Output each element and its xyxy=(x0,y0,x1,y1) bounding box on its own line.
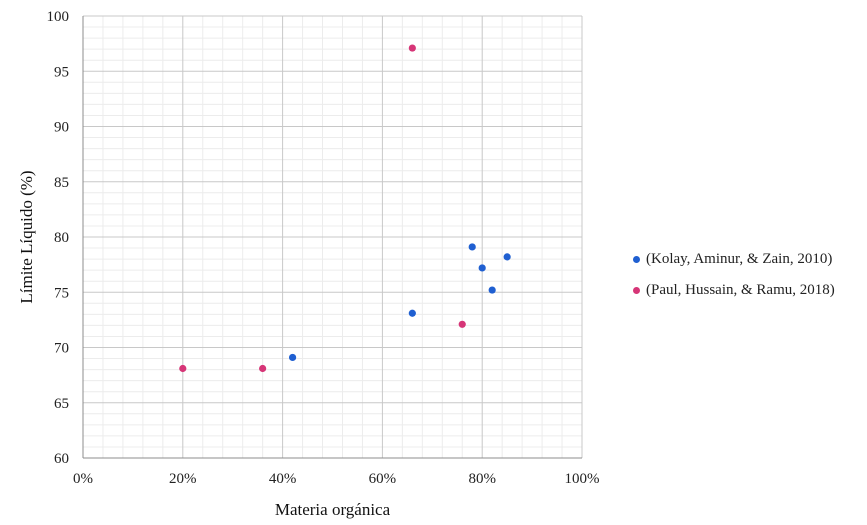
point-kolay xyxy=(408,309,416,317)
y-tick-label: 65 xyxy=(54,396,69,412)
y-axis-ticks: 60 65 70 75 80 85 90 95 100 xyxy=(47,9,70,467)
x-tick-label: 60% xyxy=(369,471,397,487)
x-axis-title: Materia orgánica xyxy=(275,500,391,519)
point-kolay xyxy=(288,353,297,362)
x-tick-label: 0% xyxy=(73,471,93,487)
y-tick-label: 75 xyxy=(54,285,69,301)
point-paul xyxy=(259,364,267,373)
legend-item-kolay: (Kolay, Aminur, & Zain, 2010) xyxy=(633,244,835,275)
y-tick-label: 80 xyxy=(54,230,69,246)
legend-label-paul: (Paul, Hussain, & Ramu, 2018) xyxy=(646,282,835,298)
y-tick-label: 100 xyxy=(47,9,70,25)
x-axis-ticks: 0% 20% 40% 60% 80% 100% xyxy=(73,471,600,487)
y-tick-label: 70 xyxy=(54,341,69,357)
y-tick-label: 60 xyxy=(54,451,69,467)
legend-label-kolay: (Kolay, Aminur, & Zain, 2010) xyxy=(646,251,833,267)
y-tick-label: 95 xyxy=(54,64,69,80)
x-tick-label: 40% xyxy=(269,471,297,487)
major-gridlines xyxy=(83,15,583,458)
x-tick-label: 100% xyxy=(565,471,600,487)
legend-marker-kolay xyxy=(633,256,640,263)
point-kolay xyxy=(468,243,476,251)
y-tick-label: 90 xyxy=(54,120,69,136)
point-kolay xyxy=(503,253,511,261)
legend-marker-paul xyxy=(633,287,640,294)
y-tick-label: 85 xyxy=(54,175,69,191)
point-paul xyxy=(179,364,187,373)
x-tick-label: 80% xyxy=(468,471,496,487)
point-paul xyxy=(458,320,466,328)
y-axis-title: Límite Líquido (%) xyxy=(17,170,36,303)
point-paul xyxy=(408,44,416,52)
point-kolay xyxy=(488,286,496,294)
legend: (Kolay, Aminur, & Zain, 2010) (Paul, Hus… xyxy=(633,244,835,306)
data-points xyxy=(179,44,511,373)
point-kolay xyxy=(478,264,486,272)
x-tick-label: 20% xyxy=(169,471,197,487)
legend-item-paul: (Paul, Hussain, & Ramu, 2018) xyxy=(633,275,835,306)
